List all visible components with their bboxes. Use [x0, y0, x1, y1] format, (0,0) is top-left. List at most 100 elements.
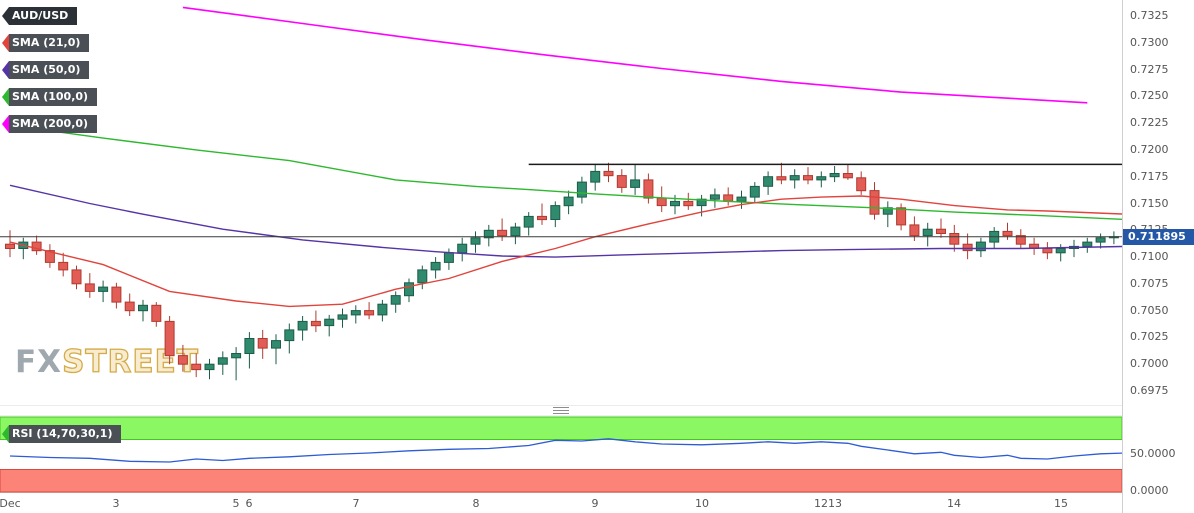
- candle-body: [417, 269, 428, 284]
- price-axis-label: 0.7050: [1130, 304, 1169, 317]
- rsi-panel[interactable]: RSI (14,70,30,1): [0, 415, 1122, 493]
- price-axis-label: 0.7200: [1130, 143, 1169, 156]
- symbol-badge-label: AUD/USD: [9, 7, 78, 25]
- candle-body: [111, 286, 122, 303]
- candle-body: [124, 301, 135, 312]
- candle-body: [1042, 248, 1053, 254]
- candle-body: [696, 198, 707, 207]
- indicator-badge-label: SMA (100,0): [9, 88, 98, 106]
- candle-body: [975, 241, 986, 252]
- price-axis-label: 0.7325: [1130, 9, 1169, 22]
- candle-body: [1082, 241, 1093, 247]
- time-axis[interactable]: Dec 3 5 6 7 8 9 10 12 13 14 15: [0, 492, 1194, 513]
- candle-body: [151, 304, 162, 322]
- candle-body: [789, 175, 800, 181]
- candle-body: [430, 261, 441, 271]
- candle-body: [922, 228, 933, 237]
- price-axis[interactable]: 0.711895 0.7325 0.7300 0.7275 0.7250 0.7225 0…: [1122, 0, 1194, 513]
- candle-body: [1055, 248, 1066, 254]
- time-axis-label: Dec: [0, 497, 21, 510]
- candle-body: [138, 304, 148, 312]
- indicator-color-notch: [2, 115, 9, 133]
- candle-body: [763, 176, 774, 187]
- indicator-badge[interactable]: SMA (21,0): [2, 34, 90, 52]
- candle-body: [749, 185, 760, 198]
- indicator-color-notch: [2, 88, 9, 106]
- candle-body: [257, 338, 268, 349]
- current-price-label: 0.711895: [1123, 229, 1194, 245]
- candle-body: [58, 261, 69, 271]
- candle-body: [324, 318, 335, 327]
- indicator-badge[interactable]: SMA (100,0): [2, 88, 98, 106]
- pane-resize-handle[interactable]: [553, 407, 569, 414]
- candle-body: [1002, 230, 1013, 237]
- price-axis-label: 0.7075: [1130, 277, 1169, 290]
- price-axis-label: 0.7300: [1130, 36, 1169, 49]
- candlestick-chart[interactable]: [0, 0, 1122, 406]
- candle-body: [563, 196, 574, 207]
- price-chart-panel[interactable]: FXSTREET AUD/USD SMA (21,0) SMA (50,0) SMA…: [0, 0, 1122, 406]
- symbol-badge-notch: [2, 7, 9, 25]
- rsi-oversold-band: [0, 469, 1122, 493]
- candle-body: [297, 320, 308, 331]
- candle-body: [1095, 237, 1106, 243]
- sma-100-line: [9, 124, 1122, 221]
- time-axis-label: 13: [828, 497, 842, 510]
- candle-body: [643, 179, 654, 199]
- rsi-chart: [0, 416, 1122, 493]
- chart-legend: AUD/USD SMA (21,0) SMA (50,0) SMA (100,0) S…: [2, 7, 98, 133]
- time-axis-label: 5: [232, 497, 240, 510]
- indicator-badge[interactable]: SMA (200,0): [2, 115, 98, 133]
- candle-body: [217, 357, 228, 365]
- candle-body: [630, 179, 641, 188]
- candle-body: [510, 226, 521, 237]
- candle-body: [377, 303, 388, 316]
- time-axis-label: 8: [472, 497, 480, 510]
- candle-body: [909, 224, 920, 237]
- time-axis-label: 7: [352, 497, 360, 510]
- candle-body: [390, 295, 401, 305]
- candle-body: [98, 286, 109, 292]
- candle-body: [470, 237, 481, 245]
- candle-body: [191, 363, 202, 371]
- indicator-badge-label: SMA (200,0): [9, 115, 98, 133]
- watermark-fx: FX: [15, 344, 63, 380]
- candle-body: [882, 207, 893, 215]
- candle-body: [803, 175, 813, 181]
- candle-body: [310, 320, 321, 327]
- candle-body: [31, 241, 42, 252]
- time-axis-label: 15: [1054, 497, 1068, 510]
- candle-body: [350, 310, 361, 316]
- symbol-badge[interactable]: AUD/USD: [2, 7, 78, 25]
- candle-body: [44, 250, 55, 263]
- pane-divider[interactable]: [0, 406, 1122, 415]
- candle-body: [177, 355, 188, 365]
- rsi-axis-label: 0.0000: [1130, 484, 1169, 497]
- price-axis-label: 0.7225: [1130, 116, 1169, 129]
- time-axis-label: 10: [695, 497, 709, 510]
- indicator-color-notch: [2, 61, 9, 79]
- rsi-line: [9, 438, 1122, 463]
- indicator-badge[interactable]: SMA (50,0): [2, 61, 90, 79]
- candle-body: [736, 196, 747, 202]
- candle-body: [5, 243, 15, 249]
- candle-body: [337, 314, 348, 320]
- sma-21-line: [9, 195, 1122, 308]
- candle-body: [842, 173, 853, 179]
- candle-body: [164, 320, 175, 357]
- rsi-axis-label: 50.0000: [1130, 447, 1176, 460]
- time-axis-label: 12: [814, 497, 828, 510]
- candle-body: [709, 194, 720, 200]
- rsi-indicator-badge[interactable]: RSI (14,70,30,1): [2, 425, 122, 443]
- candle-body: [776, 176, 787, 181]
- candle-body: [404, 282, 414, 297]
- price-axis-label: 0.7250: [1130, 89, 1169, 102]
- fxstreet-watermark: FXSTREET: [15, 343, 199, 380]
- candle-body: [576, 181, 587, 198]
- candle-body: [603, 170, 614, 177]
- price-axis-label: 0.7025: [1130, 330, 1169, 343]
- rsi-badge-label: RSI (14,70,30,1): [9, 425, 122, 443]
- candle-body: [284, 329, 295, 342]
- candle-body: [71, 269, 82, 285]
- rsi-overbought-band: [0, 416, 1122, 440]
